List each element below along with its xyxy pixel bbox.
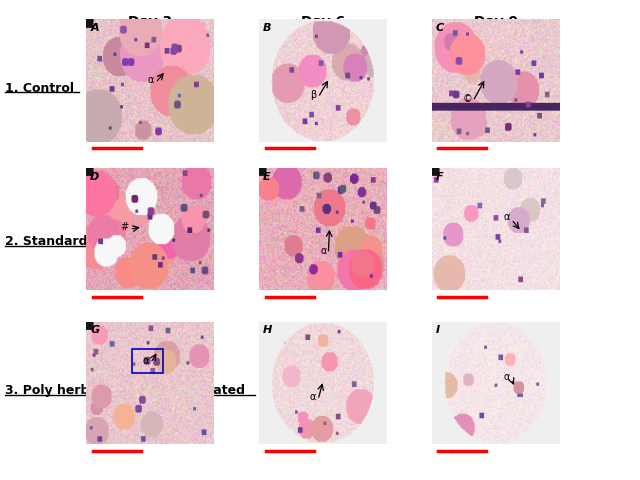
Bar bbox=[132, 348, 163, 373]
Text: D: D bbox=[90, 172, 99, 181]
Text: G: G bbox=[90, 325, 99, 335]
Text: H: H bbox=[263, 325, 272, 335]
Text: ©: © bbox=[463, 94, 473, 104]
Text: α: α bbox=[142, 356, 148, 366]
Text: A: A bbox=[90, 23, 99, 33]
Text: α: α bbox=[320, 246, 326, 256]
Text: α: α bbox=[310, 393, 316, 403]
Text: Day 3: Day 3 bbox=[129, 15, 172, 29]
Text: I: I bbox=[436, 325, 440, 335]
Text: α: α bbox=[147, 75, 154, 85]
Text: F: F bbox=[436, 172, 444, 181]
Text: 3. Poly herbal formulation treated: 3. Poly herbal formulation treated bbox=[5, 384, 245, 397]
Text: α: α bbox=[503, 212, 509, 222]
Text: C: C bbox=[436, 23, 444, 33]
Text: 1. Control: 1. Control bbox=[5, 82, 74, 95]
Text: Day 6: Day 6 bbox=[301, 15, 345, 29]
Text: 2. Standard: 2. Standard bbox=[5, 235, 88, 248]
Text: β: β bbox=[310, 90, 316, 100]
Text: B: B bbox=[263, 23, 271, 33]
Text: E: E bbox=[263, 172, 271, 181]
Text: α: α bbox=[503, 372, 509, 382]
Text: Day 9: Day 9 bbox=[474, 15, 518, 29]
Text: #: # bbox=[121, 222, 129, 232]
